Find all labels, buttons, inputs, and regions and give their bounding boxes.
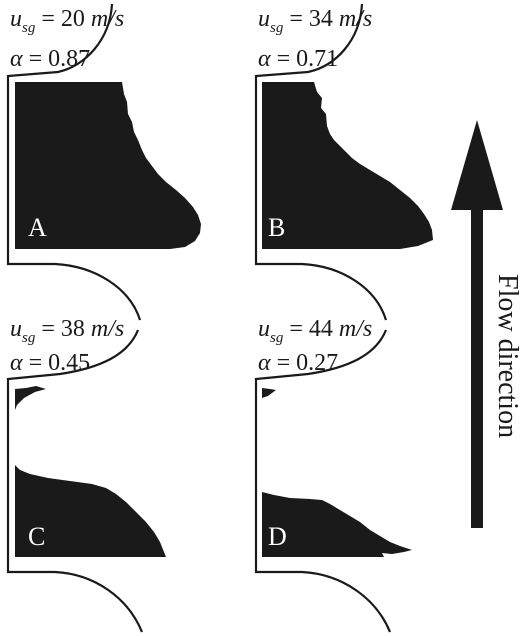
flow-direction-arrow-icon [451, 120, 503, 528]
channel-outline-left-bottom [6, 329, 144, 633]
panel-b-alpha-label: α = 0.71 [258, 46, 338, 72]
alpha-value: = 0.87 [29, 46, 91, 72]
panel-c-liquid-top [15, 386, 46, 410]
panel-d-liquid-bottom [262, 492, 412, 557]
channel-outline-left-top [6, 3, 142, 321]
flow-direction-label: Flow direction [492, 274, 523, 438]
usg-symbol: u [10, 6, 22, 32]
panel-a-letter: A [28, 213, 47, 242]
usg-unit: m/s [91, 6, 124, 32]
panel-c-usg-label: usg = 38 m/s [10, 316, 124, 346]
panel-b-liquid [262, 82, 433, 249]
channel-outline-right-top [254, 3, 388, 321]
panel-d-alpha-label: α = 0.27 [258, 350, 338, 376]
panel-a-liquid [15, 82, 201, 249]
alpha-symbol: α [10, 46, 23, 72]
panel-b-letter: B [268, 213, 285, 242]
panel-c-liquid-bottom [15, 465, 166, 557]
usg-subscript: sg [22, 20, 36, 36]
panel-d-letter: D [268, 522, 287, 551]
panel-d-usg-label: usg = 44 m/s [258, 316, 372, 346]
panel-b-usg-label: usg = 34 m/s [258, 6, 372, 36]
panel-c-letter: C [28, 522, 45, 551]
panel-c-alpha-label: α = 0.45 [10, 350, 90, 376]
panel-a-usg-label: usg = 20 m/s [10, 6, 124, 36]
panel-d-liquid-top [262, 388, 276, 398]
usg-value: = 20 [41, 6, 91, 32]
panel-a-alpha-label: α = 0.87 [10, 46, 90, 72]
channel-outline-right-bottom [254, 329, 392, 633]
